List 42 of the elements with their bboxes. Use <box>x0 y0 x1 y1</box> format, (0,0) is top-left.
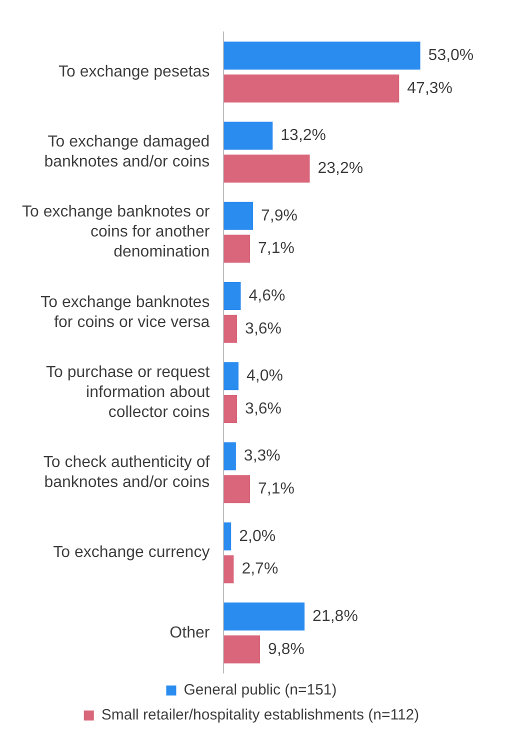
y-tick-label: To exchange pesetas <box>58 63 210 80</box>
y-tick-label: To check authenticity of banknotes and/or coins <box>43 454 210 492</box>
data-label: 13,2% <box>280 127 326 144</box>
y-tick-label: To purchase or request information about collector coins <box>46 364 210 421</box>
bar <box>224 602 305 630</box>
data-label: 4,6% <box>248 287 286 304</box>
data-label: 9,8% <box>268 640 305 658</box>
data-label: 21,8% <box>312 608 358 625</box>
data-label: 2,0% <box>239 528 276 545</box>
bar <box>224 395 238 423</box>
data-label: 2,7% <box>242 560 278 578</box>
bar <box>224 122 273 150</box>
y-tick-label: To exchange banknotes or coins for another denomination <box>22 204 210 261</box>
legend-label: Small retailer/hospitality establishments (n=112) <box>101 706 420 724</box>
bar <box>224 522 232 550</box>
bar <box>224 555 234 584</box>
data-label: 23,2% <box>318 160 364 178</box>
y-tick-label: To exchange banknotes for coins or vice versa <box>40 294 210 331</box>
bar <box>224 282 241 310</box>
bar <box>224 234 250 263</box>
bar <box>224 314 238 343</box>
data-label: 7,1% <box>258 480 294 498</box>
bar <box>224 42 420 70</box>
y-tick-label: To exchange damaged banknotes and/or coins <box>44 134 210 171</box>
legend-label: General public (n=151) <box>184 682 337 699</box>
bar <box>224 202 253 230</box>
data-label: 7,1% <box>258 240 294 258</box>
bar <box>224 635 260 664</box>
bar <box>224 442 236 470</box>
data-label: 3,6% <box>245 400 282 418</box>
data-label: 7,9% <box>260 207 298 224</box>
bar <box>224 74 400 102</box>
data-label: 3,3% <box>244 448 280 465</box>
y-tick-label: Other <box>170 624 210 642</box>
bar <box>224 154 310 183</box>
bar <box>224 475 250 504</box>
data-label: 3,6% <box>245 320 282 338</box>
bar <box>224 362 239 390</box>
data-label: 47,3% <box>407 80 453 97</box>
data-label: 53,0% <box>428 47 474 64</box>
data-label: 4,0% <box>246 368 283 385</box>
y-tick-label: To exchange currency <box>53 544 210 562</box>
